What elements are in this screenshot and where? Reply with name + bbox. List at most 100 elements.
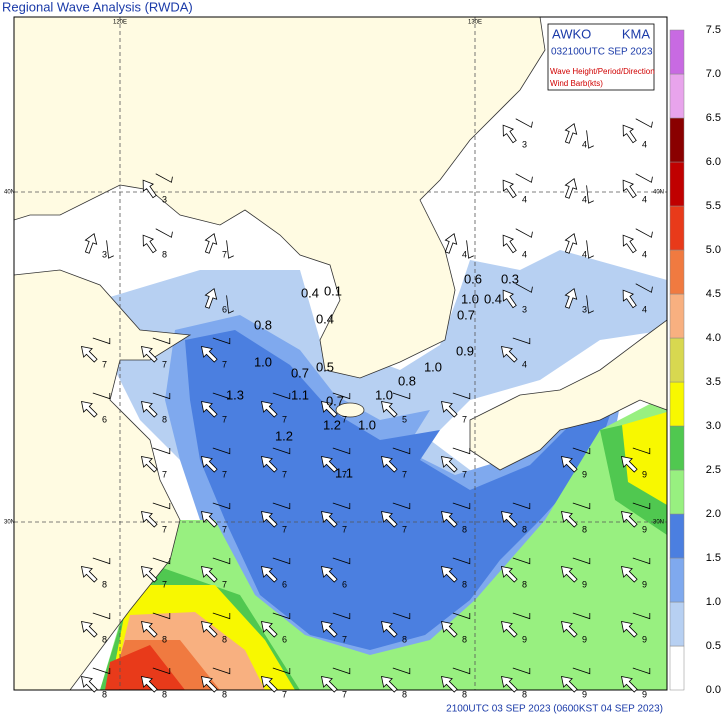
- wave-arrow: [381, 447, 411, 473]
- wind-barb: [572, 447, 591, 455]
- wind-barb: [515, 118, 533, 128]
- arrow-shape: [141, 456, 158, 473]
- arrow-shape: [321, 566, 338, 583]
- wind-barb: [92, 667, 111, 675]
- arrow-shape: [141, 511, 158, 528]
- arrow-shape: [381, 511, 398, 528]
- wave-period: 7: [342, 689, 347, 699]
- wind-barb: [152, 447, 171, 455]
- arrow-shape: [261, 456, 278, 473]
- wave-period: 8: [522, 689, 527, 699]
- wind-barb: [392, 447, 411, 455]
- wind-barb: [92, 392, 111, 400]
- wind-barb: [212, 612, 231, 620]
- wave-arrow: [501, 337, 531, 363]
- colorbar-band: [669, 513, 685, 559]
- wind-barb: [632, 667, 651, 675]
- wave-period: 7: [282, 524, 287, 534]
- arrow-shape: [201, 401, 218, 418]
- wave-period: 4: [582, 194, 587, 204]
- wave-arrow: [141, 667, 171, 693]
- wind-barb: [635, 228, 653, 238]
- wave-arrow: [441, 392, 471, 418]
- wind-barb: [226, 295, 234, 314]
- wave-height-label: 0.8: [254, 317, 272, 332]
- wave-period: 7: [102, 359, 107, 369]
- wave-period: 4: [522, 194, 527, 204]
- arrow-shape: [321, 621, 338, 638]
- arrow-shape: [381, 676, 398, 693]
- legend-line: Wave Height/Period/Direction: [550, 67, 655, 76]
- wave-arrow: [201, 337, 231, 363]
- colorbar-band: [669, 293, 685, 339]
- arrow-shape: [201, 456, 218, 473]
- wind-barb: [212, 557, 231, 565]
- arrow-shape: [441, 401, 458, 418]
- wave-height-label: 1.1: [335, 465, 353, 480]
- wave-period: 8: [522, 524, 527, 534]
- wave-period: 7: [342, 524, 347, 534]
- colorbar-label: 1.0: [706, 596, 721, 608]
- wind-barb: [572, 667, 591, 675]
- wave-arrow: [261, 392, 291, 418]
- wind-barb: [212, 447, 231, 455]
- wave-arrow: [502, 283, 533, 309]
- arrow-shape: [261, 676, 278, 693]
- arrow-shape: [502, 124, 517, 144]
- wave-arrow: [561, 612, 591, 638]
- wave-height-label: 0.9: [456, 343, 474, 358]
- arrow-shape: [81, 346, 98, 363]
- wave-period: 7: [222, 414, 227, 424]
- colorbar-label: 4.0: [706, 332, 721, 344]
- arrow-shape: [381, 456, 398, 473]
- arrow-shape: [321, 456, 338, 473]
- wave-period: 8: [162, 689, 167, 699]
- wave-period: 6: [282, 579, 287, 589]
- wave-arrow: [321, 392, 351, 418]
- legend-frame: [547, 23, 655, 91]
- colorbar-band: [669, 161, 685, 207]
- wind-barb: [152, 502, 171, 510]
- wave-arrow: [441, 447, 471, 473]
- wave-arrow: [564, 178, 594, 204]
- colorbar-band: [669, 73, 685, 119]
- arrow-shape: [501, 346, 518, 363]
- wave-height-label: 0.5: [316, 359, 334, 374]
- wave-period: 4: [582, 249, 587, 259]
- wave-arrow: [564, 123, 594, 149]
- wind-barb: [392, 612, 411, 620]
- wind-barb: [452, 447, 471, 455]
- legend-line: Wind Barb(kts): [550, 79, 603, 88]
- colorbar-band: [669, 645, 685, 691]
- wave-period: 8: [102, 634, 107, 644]
- wave-period: 4: [642, 139, 647, 149]
- wave-period: 9: [642, 469, 647, 479]
- colorbar-band: [669, 205, 685, 251]
- wave-height-label: 1.1: [291, 387, 309, 402]
- wave-period: 7: [162, 359, 167, 369]
- arrow-shape: [441, 621, 458, 638]
- wave-arrow: [84, 233, 114, 259]
- title: Regional Wave Analysis (RWDA): [2, 0, 193, 14]
- wave-arrow: [141, 557, 171, 583]
- arrow-shape: [561, 566, 578, 583]
- wave-arrow: [81, 612, 111, 638]
- wave-arrow: [201, 392, 231, 418]
- wind-barb: [515, 228, 533, 238]
- wave-period: 4: [642, 249, 647, 259]
- wind-barb: [92, 557, 111, 565]
- wave-period: 9: [642, 579, 647, 589]
- wave-period: 3: [522, 304, 527, 314]
- wind-barb: [332, 392, 351, 400]
- wave-arrow: [561, 557, 591, 583]
- wave-height-label: 1.0: [375, 387, 393, 402]
- wind-barb: [152, 557, 171, 565]
- wave-period: 9: [582, 579, 587, 589]
- wave-period: 6: [222, 304, 227, 314]
- wave-arrow: [141, 337, 171, 363]
- wave-period: 7: [282, 414, 287, 424]
- lat-label: 30N: [4, 520, 15, 526]
- wave-height-label: 0.7: [291, 365, 309, 380]
- graticule-labels: 120E 130E 40N 40N 30N 30N: [4, 20, 664, 526]
